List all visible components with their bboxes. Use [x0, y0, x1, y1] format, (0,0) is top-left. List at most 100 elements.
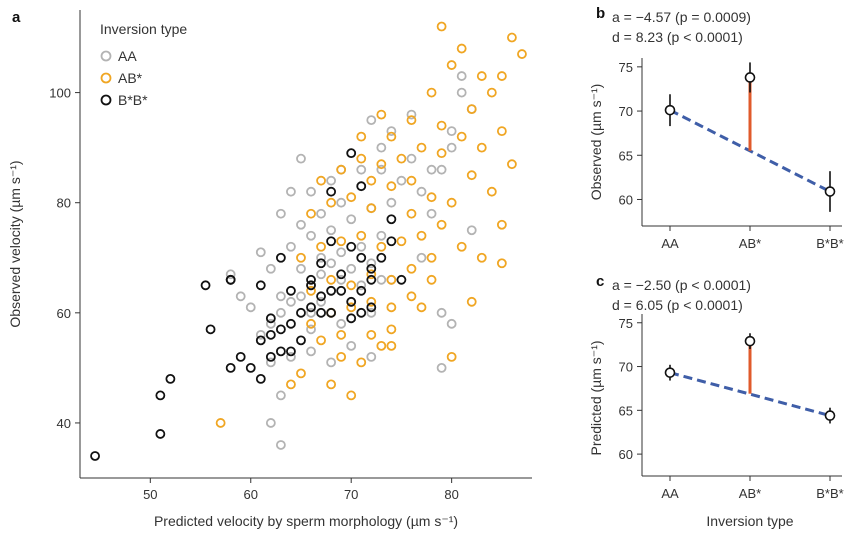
point-ab [496, 219, 507, 230]
panel-a-legend: Inversion type AA AB* B*B* [100, 21, 187, 108]
point-aa [336, 318, 347, 329]
point-aa [286, 296, 296, 307]
point-bb [296, 335, 306, 346]
point-aa [286, 351, 296, 362]
point-ab [476, 252, 487, 263]
point-ab [426, 192, 437, 203]
point-aa [275, 440, 286, 450]
point-aa [336, 247, 347, 258]
point-ab [426, 274, 437, 285]
point-aa [326, 258, 337, 269]
point-aa [326, 225, 337, 236]
point-aa [225, 269, 236, 280]
point-aa [275, 390, 286, 401]
point-ab [386, 324, 397, 335]
point-ab [336, 351, 347, 362]
point-aa [326, 357, 337, 368]
point-ab [416, 142, 427, 153]
x-tick-label: 50 [143, 487, 157, 502]
y-tick-label: 60 [57, 306, 71, 321]
panel-c-x-tick-label: AA [661, 486, 679, 501]
panel-b-x-tick-label: AA [661, 236, 679, 251]
point-bb [356, 181, 367, 192]
point-ab [306, 285, 316, 296]
point-bb [366, 274, 377, 285]
panel-b-y-tick-label: 65 [619, 148, 633, 163]
point-aa [386, 126, 397, 137]
x-tick-label: 70 [344, 487, 358, 502]
point-bb [326, 307, 337, 318]
point-bb [286, 318, 296, 329]
point-ab [326, 379, 337, 390]
point-ab [406, 115, 417, 126]
point-aa [316, 252, 326, 263]
panel-c-stat-d: d = 6.05 (p < 0.0001) [612, 297, 743, 313]
point-aa [296, 263, 306, 274]
point-ab [366, 269, 377, 280]
point-ab [326, 197, 337, 208]
point-bb [265, 329, 276, 340]
point-aa [326, 175, 337, 186]
point-bb [386, 214, 397, 225]
point-aa [296, 219, 306, 230]
x-tick-label: 80 [444, 487, 458, 502]
point-ab [386, 274, 397, 285]
point-ab [446, 60, 457, 70]
panel-c-y-tick-label: 70 [619, 360, 633, 375]
point-ab [366, 203, 377, 214]
point-bb [275, 346, 286, 357]
point-aa [386, 197, 397, 208]
point-bb [346, 241, 357, 252]
point-ab [406, 208, 417, 219]
point-bb [255, 280, 266, 291]
point-aa [346, 340, 357, 351]
point-bb [326, 186, 337, 197]
point-aa [306, 324, 316, 335]
point-ab [376, 241, 387, 252]
point-ab [326, 274, 337, 285]
point-bb [225, 362, 236, 373]
panel-c-mean-point [824, 410, 836, 421]
point-aa [466, 225, 477, 236]
legend-marker-aa [100, 50, 112, 62]
point-ab [496, 258, 507, 269]
point-ab [476, 142, 487, 153]
y-tick-label: 40 [57, 416, 71, 431]
panel-b-mean-point [824, 186, 836, 197]
point-ab [366, 296, 377, 307]
point-bb [316, 258, 326, 269]
point-bb [255, 335, 266, 346]
point-ab [476, 71, 487, 81]
point-ab [436, 148, 447, 159]
point-bb [306, 274, 316, 285]
point-ab [356, 153, 367, 164]
point-aa [316, 296, 326, 307]
point-aa [376, 164, 387, 175]
point-ab [496, 126, 507, 137]
panel-a-points [90, 21, 527, 461]
point-bb [245, 362, 256, 373]
point-aa [346, 214, 357, 225]
point-aa [416, 186, 427, 197]
point-aa [245, 302, 256, 313]
panel-c-stat-a: a = −2.50 (p < 0.0001) [612, 277, 751, 293]
point-bb [386, 236, 397, 247]
point-ab [386, 181, 397, 192]
point-aa [275, 208, 286, 219]
point-ab [486, 186, 497, 197]
point-ab [486, 87, 497, 98]
legend-label-aa: AA [118, 48, 137, 64]
point-aa [306, 307, 316, 318]
point-ab [376, 109, 387, 120]
point-ab [306, 208, 316, 219]
panel-b-y-tick-label: 70 [619, 104, 633, 119]
legend-marker-ab [100, 72, 112, 84]
point-aa [446, 318, 457, 329]
point-bb [326, 236, 337, 247]
point-ab [396, 153, 407, 164]
point-ab [517, 49, 527, 59]
point-ab [336, 236, 347, 247]
panel-b-y-tick-label: 60 [619, 192, 633, 207]
point-ab [416, 302, 427, 313]
